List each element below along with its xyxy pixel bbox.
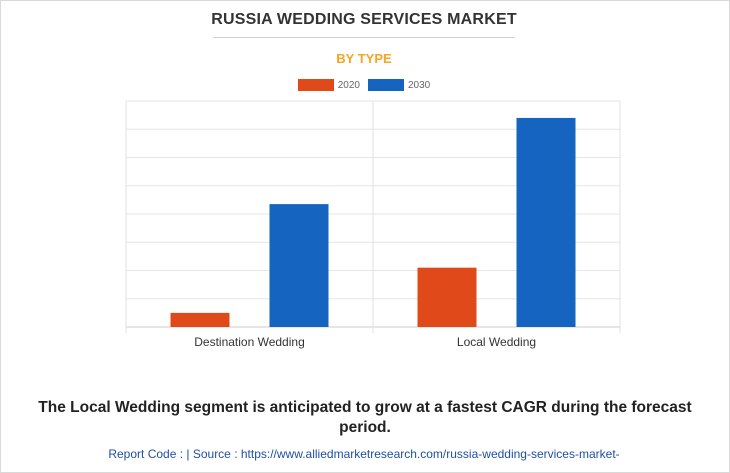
- x-tick-label: Local Wedding: [457, 335, 536, 349]
- bar-local-wedding-2030: [516, 117, 576, 327]
- bar-destination-wedding-2030: [269, 204, 329, 327]
- legend-swatch-2030: [368, 79, 404, 91]
- legend-label-2030: 2030: [408, 79, 431, 91]
- bar-local-wedding-2020: [417, 267, 477, 327]
- legend: 2020 2030: [0, 79, 728, 91]
- legend-item-2030[interactable]: 2030: [368, 79, 430, 91]
- legend-label-2020: 2020: [337, 79, 360, 91]
- chart-subtitle: BY TYPE: [336, 51, 392, 66]
- legend-item-2020[interactable]: 2020: [297, 79, 360, 91]
- footer-note: The Local Wedding segment is anticipated…: [38, 399, 692, 436]
- title-divider: [213, 37, 515, 38]
- source-line[interactable]: Report Code : | Source : https://www.all…: [108, 447, 620, 461]
- x-tick-label: Destination Wedding: [194, 335, 305, 349]
- legend-swatch-2020: [297, 79, 334, 91]
- chart-title: RUSSIA WEDDING SERVICES MARKET: [211, 11, 517, 28]
- bar-destination-wedding-2020: [170, 312, 230, 327]
